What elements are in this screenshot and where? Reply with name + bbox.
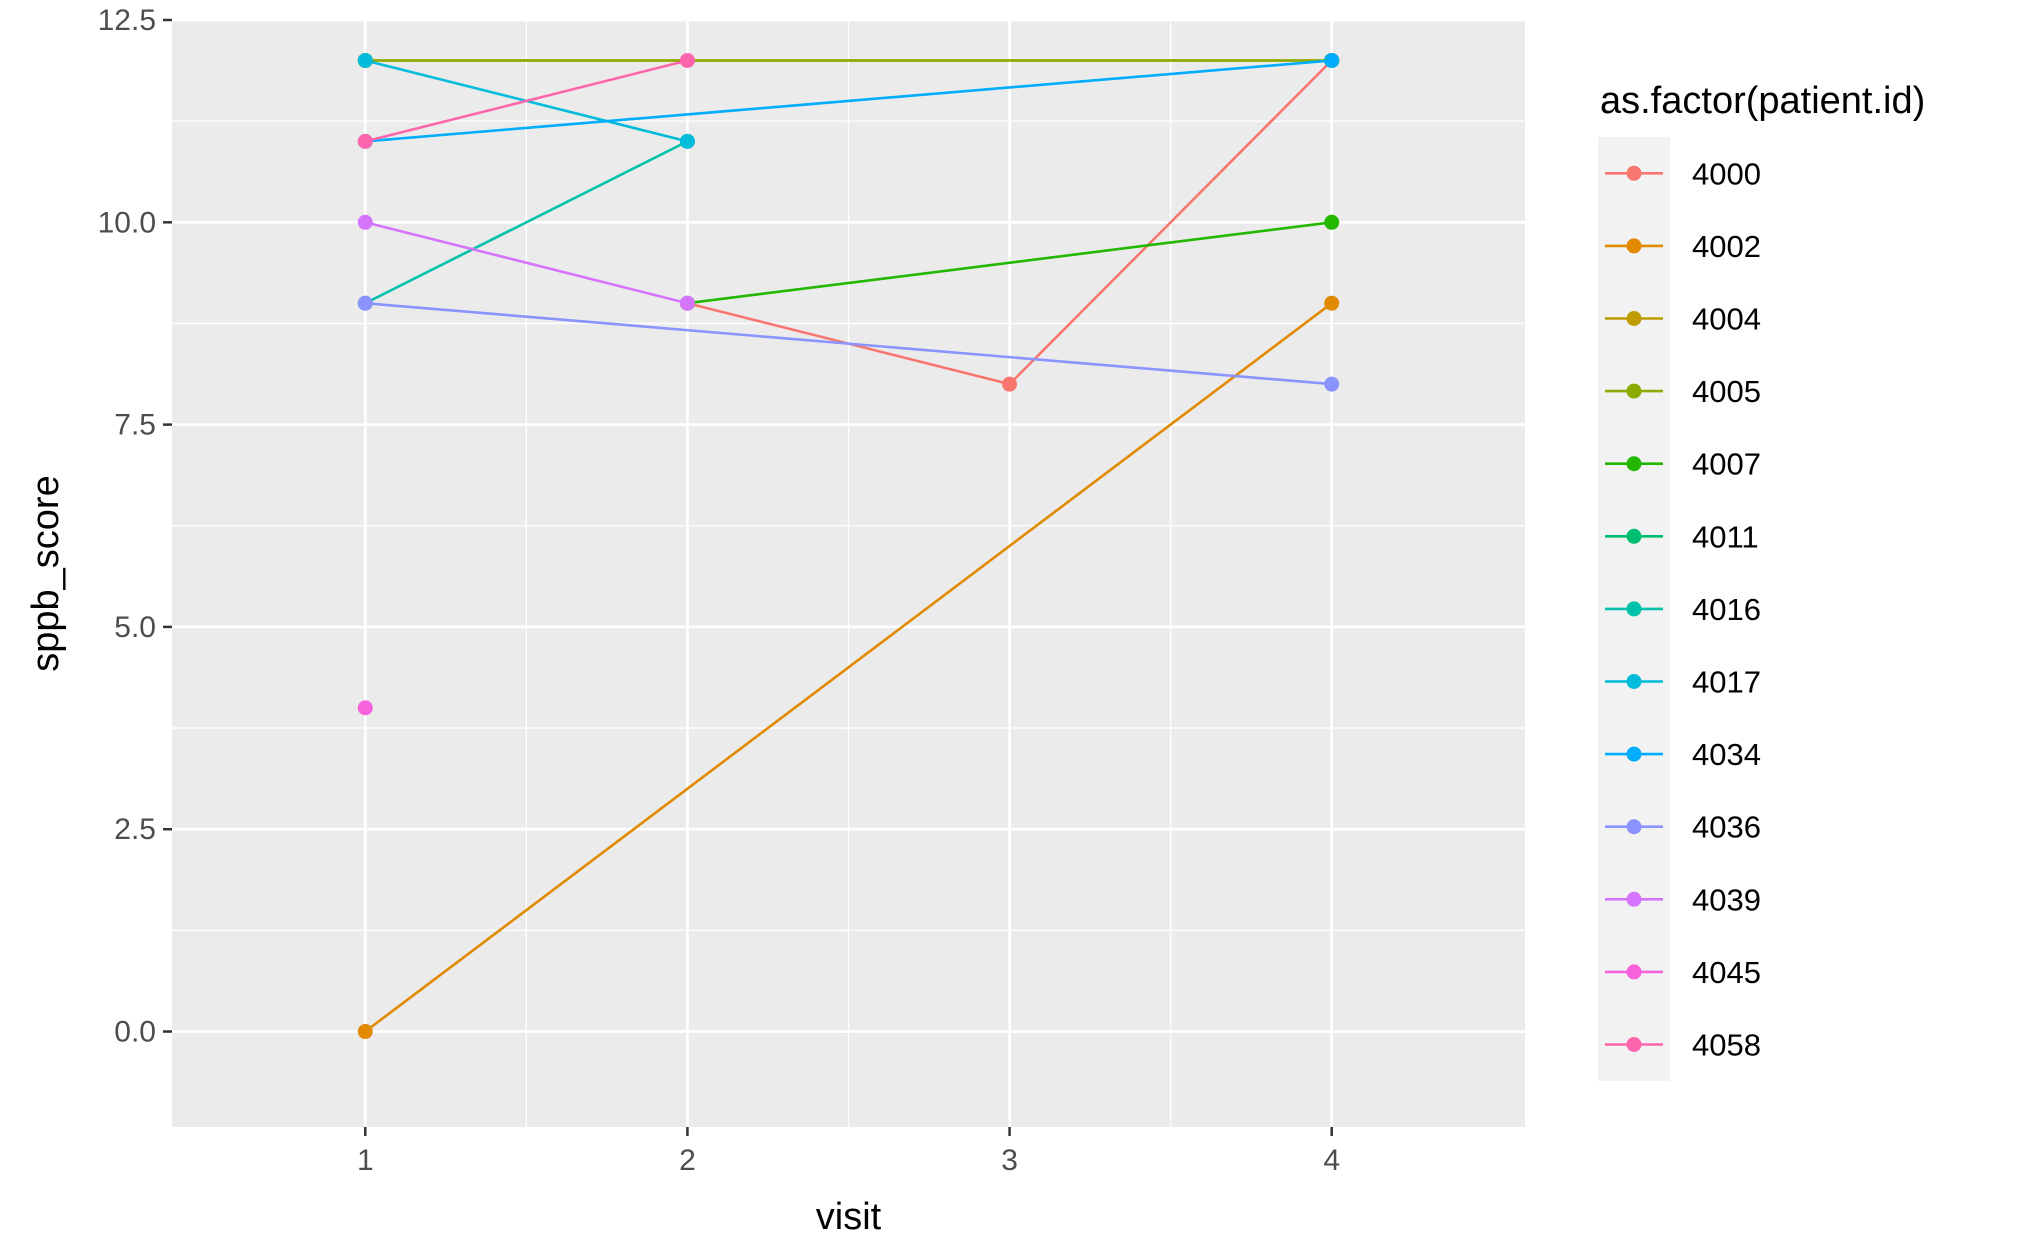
data-point-4036: [1324, 376, 1340, 392]
legend-label: 4016: [1692, 592, 1761, 627]
y-tick-label: 5.0: [114, 611, 156, 644]
series-line-4036: [365, 301, 1332, 386]
data-point-4039: [679, 295, 695, 311]
legend-key-point: [1626, 311, 1642, 326]
data-point-4058: [679, 52, 695, 68]
major-gridlines: [172, 18, 1525, 1127]
legend-label: 4002: [1692, 229, 1761, 264]
x-tick-label: 4: [1323, 1144, 1340, 1177]
legend-label: 4004: [1692, 302, 1761, 337]
y-axis-title: sppb_score: [25, 475, 67, 671]
data-point-4036: [357, 295, 373, 311]
legend-key-point: [1626, 746, 1642, 762]
y-tick-label: 0.0: [114, 1016, 156, 1049]
legend-key-point: [1626, 238, 1642, 254]
legend-key-point: [1626, 1037, 1642, 1052]
legend-label: 4011: [1692, 519, 1759, 554]
y-tick-label: 10.0: [98, 206, 156, 239]
data-point-4034: [1324, 52, 1340, 68]
legend-item-4002: 4002: [1605, 229, 1761, 264]
legend-label: 4045: [1692, 955, 1761, 990]
series-points: [357, 52, 1340, 1040]
legend-label: 4007: [1692, 447, 1761, 482]
series-line-4002: [364, 302, 1333, 1033]
data-point-4007: [1324, 214, 1340, 230]
legend-item-4007: 4007: [1605, 447, 1761, 482]
data-point-4002: [1324, 295, 1340, 311]
legend-item-4039: 4039: [1605, 882, 1761, 917]
series-line-4058: [364, 59, 688, 143]
legend: as.factor(patient.id) 400040024004400540…: [1598, 80, 1925, 1081]
data-point-4039: [357, 214, 373, 230]
series-line-4007: [687, 221, 1332, 305]
x-axis: 1 2 3 4: [357, 1127, 1340, 1177]
legend-label: 4034: [1692, 737, 1761, 772]
series-line-4034: [365, 59, 1332, 143]
legend-label: 4058: [1692, 1028, 1761, 1063]
legend-item-4017: 4017: [1605, 665, 1761, 700]
y-axis: 0.0 2.5 5.0 7.5 10.0 12.5: [98, 4, 172, 1049]
legend-label: 4039: [1692, 882, 1761, 917]
legend-key-point: [1626, 383, 1642, 399]
x-tick-label: 3: [1001, 1144, 1018, 1177]
data-point-4017: [357, 52, 373, 68]
legend-label: 4000: [1692, 156, 1761, 191]
y-tick-label: 7.5: [114, 409, 156, 442]
legend-item-4034: 4034: [1605, 737, 1761, 772]
legend-title: as.factor(patient.id): [1600, 80, 1925, 122]
legend-key-point: [1626, 819, 1642, 835]
legend-key-point: [1626, 601, 1642, 617]
minor-gridlines: [172, 20, 1525, 1127]
legend-item-4016: 4016: [1605, 592, 1761, 627]
legend-item-4011: 4011: [1605, 519, 1759, 554]
legend-key-point: [1626, 165, 1642, 181]
legend-label: 4036: [1692, 810, 1761, 845]
series-line-4016: [364, 140, 688, 305]
data-point-4017: [679, 133, 695, 149]
y-tick-label: 2.5: [114, 813, 156, 846]
legend-key-point: [1626, 674, 1642, 689]
x-tick-label: 1: [357, 1144, 374, 1177]
data-point-4002: [357, 1024, 373, 1040]
legend-item-4005: 4005: [1605, 374, 1761, 409]
legend-key-point: [1626, 891, 1642, 907]
data-point-4058: [357, 133, 373, 149]
x-tick-label: 2: [679, 1144, 696, 1177]
legend-key-point: [1626, 964, 1642, 980]
data-point-4045: [357, 700, 373, 716]
legend-key-point: [1626, 456, 1642, 472]
series-line-4039: [364, 221, 688, 305]
legend-item-4004: 4004: [1605, 302, 1761, 337]
legend-items: 4000 4002 4004 4005 4007 4011 4016 4017 4034 4036…: [1605, 156, 1761, 1063]
x-axis-title: visit: [816, 1196, 882, 1238]
legend-label: 4005: [1692, 374, 1761, 409]
y-tick-label: 12.5: [98, 4, 156, 37]
legend-item-4058: 4058: [1605, 1028, 1761, 1063]
legend-item-4000: 4000: [1605, 156, 1761, 191]
legend-key-point: [1626, 528, 1642, 544]
legend-item-4045: 4045: [1605, 955, 1761, 990]
data-point-4000: [1002, 376, 1018, 392]
legend-label: 4017: [1692, 665, 1761, 700]
legend-item-4036: 4036: [1605, 810, 1761, 845]
